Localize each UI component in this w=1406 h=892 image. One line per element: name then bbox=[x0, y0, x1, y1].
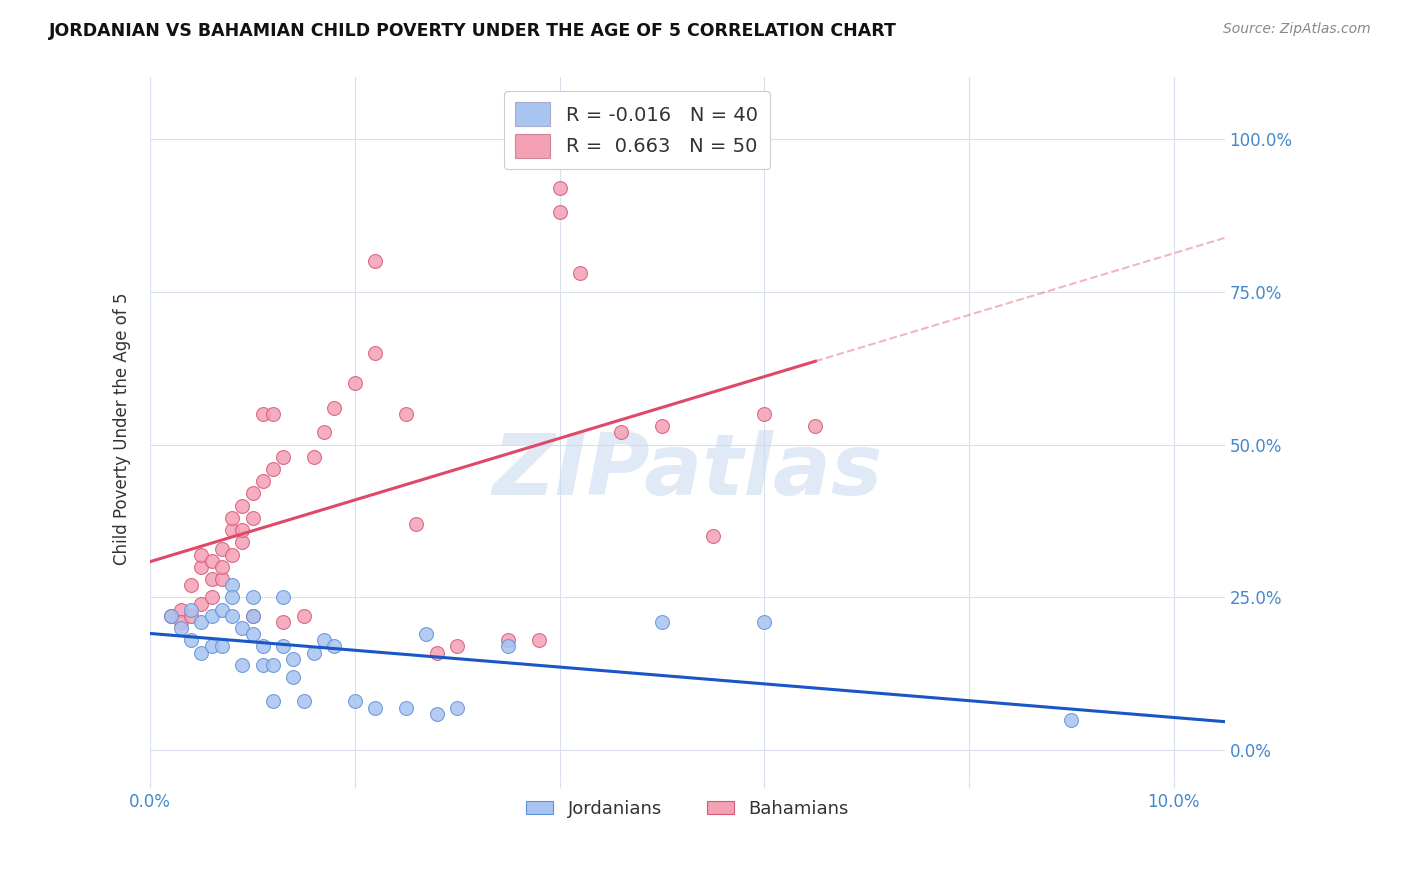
Point bbox=[292, 694, 315, 708]
Point bbox=[271, 591, 294, 605]
Point bbox=[242, 511, 264, 525]
Point bbox=[651, 615, 673, 629]
Point bbox=[262, 657, 284, 672]
Text: JORDANIAN VS BAHAMIAN CHILD POVERTY UNDER THE AGE OF 5 CORRELATION CHART: JORDANIAN VS BAHAMIAN CHILD POVERTY UNDE… bbox=[49, 22, 897, 40]
Point bbox=[221, 578, 243, 592]
Point bbox=[190, 646, 212, 660]
Point bbox=[271, 450, 294, 464]
Point bbox=[498, 633, 520, 648]
Point bbox=[262, 407, 284, 421]
Point bbox=[395, 700, 418, 714]
Legend: Jordanians, Bahamians: Jordanians, Bahamians bbox=[519, 792, 856, 825]
Point bbox=[405, 516, 427, 531]
Point bbox=[242, 627, 264, 641]
Point bbox=[426, 706, 449, 721]
Point bbox=[343, 376, 366, 391]
Point bbox=[548, 205, 571, 219]
Text: Source: ZipAtlas.com: Source: ZipAtlas.com bbox=[1223, 22, 1371, 37]
Point bbox=[159, 608, 181, 623]
Point bbox=[221, 548, 243, 562]
Point bbox=[252, 657, 274, 672]
Point bbox=[1060, 713, 1083, 727]
Point bbox=[159, 608, 181, 623]
Point bbox=[364, 700, 387, 714]
Point bbox=[252, 474, 274, 488]
Point bbox=[415, 627, 437, 641]
Point bbox=[180, 603, 202, 617]
Point bbox=[190, 560, 212, 574]
Point bbox=[610, 425, 633, 440]
Point bbox=[314, 633, 336, 648]
Point bbox=[446, 700, 468, 714]
Point bbox=[314, 425, 336, 440]
Text: ZIPatlas: ZIPatlas bbox=[492, 430, 883, 513]
Point bbox=[527, 633, 550, 648]
Point bbox=[200, 608, 222, 623]
Point bbox=[231, 523, 253, 537]
Point bbox=[395, 407, 418, 421]
Point bbox=[271, 615, 294, 629]
Point bbox=[302, 450, 325, 464]
Point bbox=[292, 608, 315, 623]
Point bbox=[180, 608, 202, 623]
Point bbox=[190, 615, 212, 629]
Point bbox=[262, 694, 284, 708]
Point bbox=[231, 535, 253, 549]
Point bbox=[211, 560, 233, 574]
Point bbox=[651, 419, 673, 434]
Point bbox=[231, 621, 253, 635]
Point bbox=[221, 608, 243, 623]
Point bbox=[200, 554, 222, 568]
Point bbox=[221, 523, 243, 537]
Point bbox=[180, 633, 202, 648]
Point bbox=[343, 694, 366, 708]
Point bbox=[252, 640, 274, 654]
Point bbox=[211, 603, 233, 617]
Point bbox=[302, 646, 325, 660]
Point bbox=[242, 608, 264, 623]
Point bbox=[262, 462, 284, 476]
Point bbox=[231, 657, 253, 672]
Point bbox=[231, 499, 253, 513]
Point bbox=[242, 591, 264, 605]
Point bbox=[190, 548, 212, 562]
Point bbox=[242, 608, 264, 623]
Point bbox=[242, 486, 264, 500]
Point bbox=[569, 266, 592, 280]
Y-axis label: Child Poverty Under the Age of 5: Child Poverty Under the Age of 5 bbox=[114, 293, 131, 566]
Point bbox=[180, 578, 202, 592]
Point bbox=[211, 640, 233, 654]
Point bbox=[426, 646, 449, 660]
Point bbox=[200, 640, 222, 654]
Point bbox=[170, 603, 193, 617]
Point bbox=[170, 615, 193, 629]
Point bbox=[804, 419, 827, 434]
Point bbox=[190, 597, 212, 611]
Point bbox=[548, 180, 571, 194]
Point bbox=[271, 640, 294, 654]
Point bbox=[221, 511, 243, 525]
Point bbox=[211, 541, 233, 556]
Point bbox=[252, 407, 274, 421]
Point bbox=[221, 591, 243, 605]
Point bbox=[200, 572, 222, 586]
Point bbox=[446, 640, 468, 654]
Point bbox=[283, 670, 305, 684]
Point bbox=[323, 640, 346, 654]
Point bbox=[170, 621, 193, 635]
Point bbox=[498, 640, 520, 654]
Point bbox=[754, 615, 776, 629]
Point bbox=[364, 345, 387, 359]
Point bbox=[211, 572, 233, 586]
Point bbox=[754, 407, 776, 421]
Point bbox=[323, 401, 346, 415]
Point bbox=[200, 591, 222, 605]
Point bbox=[364, 254, 387, 268]
Point bbox=[283, 651, 305, 665]
Point bbox=[702, 529, 724, 543]
